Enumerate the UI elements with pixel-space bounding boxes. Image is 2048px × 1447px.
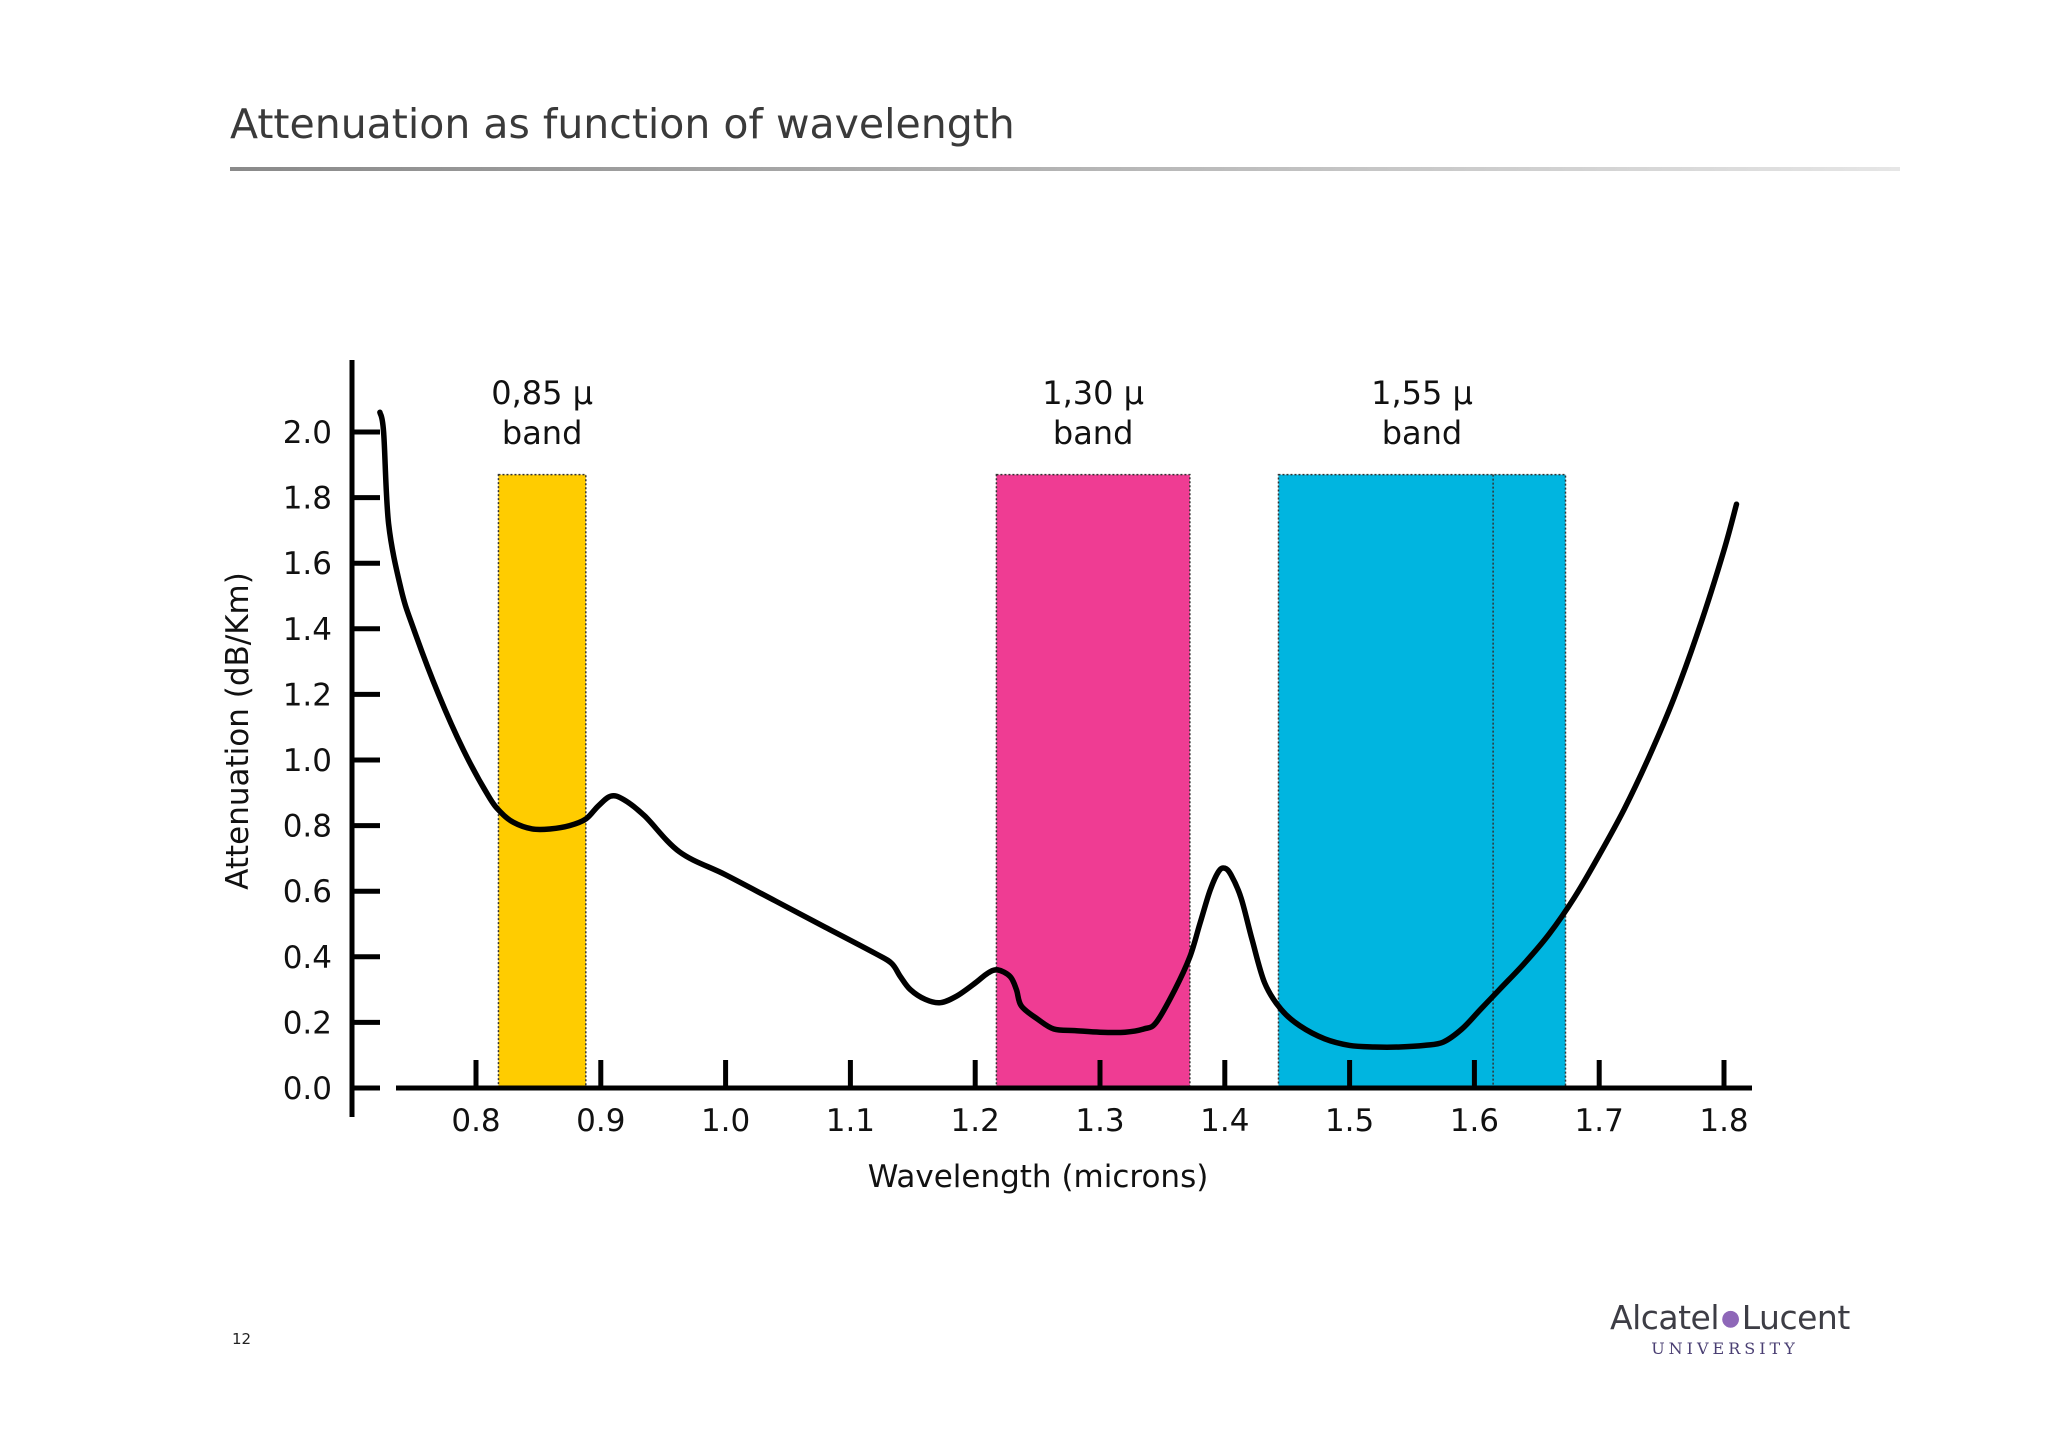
band-label-2-line2: band	[1053, 414, 1134, 452]
x-axis-title: Wavelength (microns)	[868, 1159, 1209, 1195]
logo-brand-right: Lucent	[1741, 1298, 1851, 1337]
attenuation-curve	[377, 409, 1740, 1050]
logo-subtitle: UNIVERSITY	[1651, 1339, 1799, 1358]
page-title: Attenuation as function of wavelength	[230, 100, 1015, 148]
y-tick-label-3: 0.6	[283, 874, 332, 910]
logo-brand-left: Alcatel	[1610, 1298, 1720, 1337]
x-tick-label-3: 1.1	[826, 1103, 875, 1139]
y-axis-title: Attenuation (dB/Km)	[220, 572, 256, 890]
x-tick-label-8: 1.6	[1450, 1103, 1499, 1139]
title-divider	[230, 167, 1900, 171]
x-tick-label-6: 1.4	[1200, 1103, 1249, 1139]
logo-wordmark: Alcatel●Lucent	[1610, 1298, 1850, 1337]
band-rect-1	[497, 473, 587, 1089]
band-label-1-line1: 0,85 µ	[491, 374, 593, 412]
band-rect-2	[995, 473, 1191, 1089]
alcatel-lucent-logo: Alcatel●Lucent UNIVERSITY	[1610, 1298, 1850, 1358]
y-tick-label-9: 1.8	[283, 481, 332, 517]
band-label-2-line1: 1,30 µ	[1042, 374, 1144, 412]
y-tick-label-6: 1.2	[283, 677, 332, 713]
x-tick-label-2: 1.0	[701, 1103, 750, 1139]
curve-layer	[377, 409, 1740, 1050]
x-tick-label-10: 1.8	[1699, 1103, 1748, 1139]
y-tick-label-2: 0.4	[283, 940, 332, 976]
x-tick-label-7: 1.5	[1325, 1103, 1374, 1139]
x-tick-label-5: 1.3	[1075, 1103, 1124, 1139]
logo-dot-icon: ●	[1721, 1306, 1740, 1331]
y-tick-label-4: 0.8	[283, 809, 332, 845]
band-label-1-line2: band	[502, 414, 583, 452]
x-tick-label-9: 1.7	[1575, 1103, 1624, 1139]
page-number: 12	[232, 1330, 252, 1348]
ticks-layer: 0.0 0.2 0.4 0.6 0.8 1.0 1.2 1.4 1.6 1.8 2.0 0.8 0.9 1…	[283, 415, 1749, 1139]
band-label-3-line1: 1,55 µ	[1371, 374, 1473, 412]
band-rect-3	[1277, 473, 1567, 1089]
band-label-3-line2: band	[1382, 414, 1463, 452]
axes-layer	[349, 360, 1752, 1117]
y-tick-label-0: 0.0	[283, 1071, 332, 1107]
y-tick-label-10: 2.0	[283, 415, 332, 451]
y-tick-label-7: 1.4	[283, 612, 332, 648]
x-tick-label-0: 0.8	[451, 1103, 500, 1139]
x-tick-label-1: 0.9	[576, 1103, 625, 1139]
x-tick-label-4: 1.2	[951, 1103, 1000, 1139]
y-tick-label-8: 1.6	[283, 546, 332, 582]
y-tick-label-1: 0.2	[283, 1005, 332, 1041]
y-tick-label-5: 1.0	[283, 743, 332, 779]
